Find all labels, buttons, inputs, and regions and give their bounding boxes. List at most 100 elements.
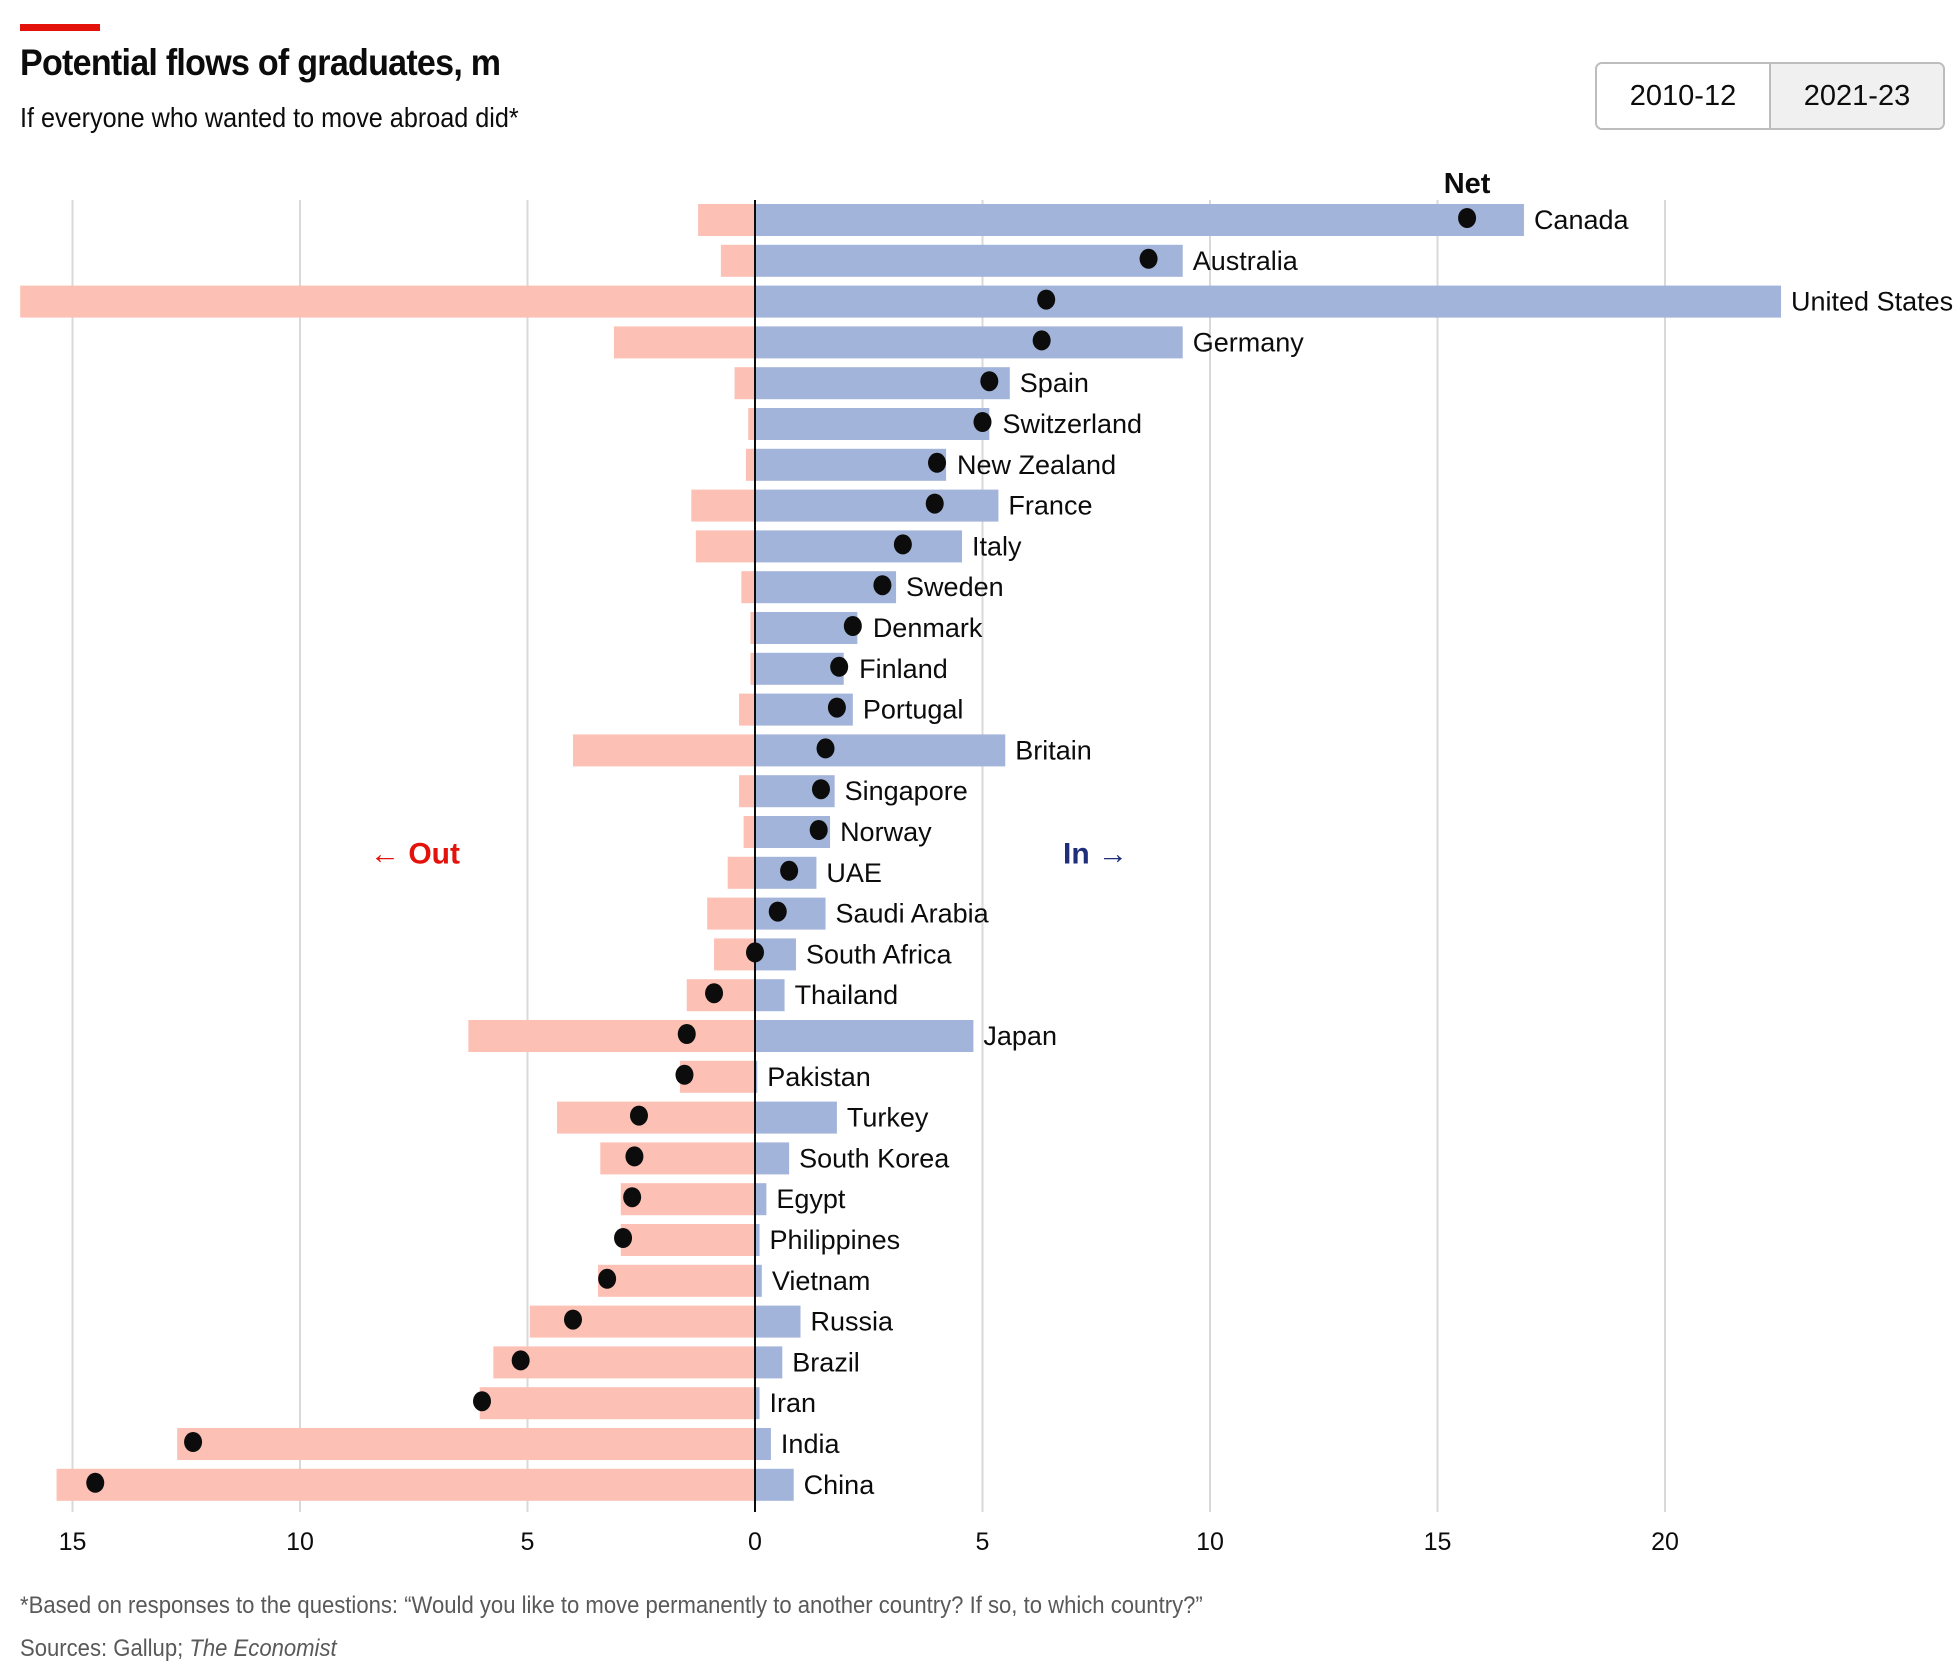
in-bar (755, 1387, 760, 1420)
out-bar (695, 530, 755, 563)
net-dot (675, 1064, 694, 1085)
country-label: South Africa (806, 939, 953, 969)
out-bar (739, 693, 755, 726)
net-label: Net (1444, 168, 1491, 200)
country-label: Saudi Arabia (836, 899, 990, 929)
country-label: Russia (811, 1307, 895, 1337)
in-bar (755, 1428, 771, 1460)
in-bar (755, 285, 1782, 318)
out-bar (613, 326, 755, 359)
net-dot (705, 983, 724, 1004)
in-bar (755, 489, 999, 522)
out-bar (743, 816, 755, 848)
net-dot (473, 1391, 491, 1412)
brand-red-bar (20, 24, 100, 31)
net-dot (827, 697, 846, 718)
country-label: South Korea (799, 1143, 950, 1173)
country-label: Thailand (795, 980, 899, 1010)
in-bar (755, 897, 826, 930)
country-label: New Zealand (957, 450, 1116, 480)
x-tick-label: 15 (1424, 1528, 1452, 1556)
country-label: Germany (1193, 327, 1305, 357)
in-bar (755, 979, 785, 1012)
country-label: Norway (840, 817, 932, 847)
out-bar (750, 612, 755, 644)
sources-publication: The Economist (189, 1635, 337, 1662)
country-label: Turkey (847, 1103, 929, 1133)
net-dot (1032, 330, 1051, 351)
country-label: Brazil (792, 1347, 860, 1377)
chart-subtitle: If everyone who wanted to move abroad di… (20, 102, 519, 133)
in-bar (755, 408, 990, 440)
country-labels: Canada Australia United States Germany Spain… (767, 205, 1953, 1500)
out-bar (727, 856, 755, 889)
net-dot (184, 1432, 203, 1452)
out-bar (748, 408, 755, 440)
net-dot (1139, 248, 1158, 269)
country-label: China (804, 1470, 876, 1500)
out-bar (620, 1183, 755, 1216)
out-bars (20, 204, 756, 1501)
sources-prefix: Sources: Gallup; (20, 1635, 190, 1662)
net-dot (816, 738, 835, 759)
net-dot (925, 493, 944, 514)
in-bar (755, 612, 858, 644)
out-bar (698, 204, 755, 236)
in-bar (755, 1060, 758, 1093)
chart-title: Potential flows of graduates, m (20, 42, 501, 83)
in-bar (755, 1346, 783, 1379)
out-bar (741, 571, 755, 604)
net-dot (629, 1105, 648, 1126)
in-bar (755, 326, 1183, 359)
out-bar (691, 489, 755, 522)
country-label: Finland (859, 654, 948, 684)
in-bar (755, 204, 1524, 236)
country-label: Egypt (776, 1184, 846, 1214)
net-dot (780, 860, 799, 881)
out-bar (468, 1020, 755, 1052)
out-bar (20, 285, 756, 318)
in-bar (755, 1183, 767, 1216)
in-bar (755, 1305, 801, 1338)
in-bar (755, 448, 947, 481)
in-bars (755, 204, 1782, 1501)
x-tick-label: 0 (748, 1528, 762, 1556)
country-label: Sweden (906, 572, 1004, 602)
country-label: Australia (1193, 246, 1299, 276)
out-bar (720, 244, 755, 277)
net-dot (811, 779, 830, 800)
in-bar (755, 530, 963, 563)
country-label: Canada (1534, 205, 1630, 235)
country-label: Iran (770, 1388, 817, 1418)
net-dot (973, 412, 992, 432)
country-label: Spain (1020, 368, 1089, 398)
net-dot (809, 820, 828, 840)
in-bar (755, 367, 1010, 400)
period-option-2010-12[interactable]: 2010-12 (1597, 64, 1769, 128)
net-dot (564, 1309, 582, 1330)
out-bar (56, 1468, 755, 1501)
country-label: Denmark (873, 613, 983, 643)
net-dot (511, 1350, 530, 1371)
out-bar (734, 367, 755, 400)
country-label: Singapore (845, 776, 968, 806)
x-tick-label: 20 (1651, 1528, 1679, 1556)
sources: Sources: Gallup; The Economist (20, 1635, 337, 1663)
country-label: India (781, 1429, 841, 1459)
x-tick-label: 15 (59, 1528, 87, 1556)
x-tick-labels: 15 10 5 0 5 10 15 20 (59, 1528, 1679, 1556)
period-option-2021-23[interactable]: 2021-23 (1769, 64, 1943, 128)
country-label: France (1008, 491, 1092, 521)
out-bar (557, 1101, 755, 1134)
net-dot (843, 616, 862, 636)
country-label: UAE (826, 858, 882, 888)
out-bar (707, 897, 755, 930)
out-bar (479, 1387, 755, 1420)
net-dot (625, 1146, 644, 1167)
country-label: Britain (1015, 735, 1092, 765)
net-dot (830, 656, 849, 677)
net-dot (893, 534, 912, 555)
x-tick-label: 5 (521, 1528, 535, 1556)
x-tick-label: 10 (1196, 1528, 1224, 1556)
